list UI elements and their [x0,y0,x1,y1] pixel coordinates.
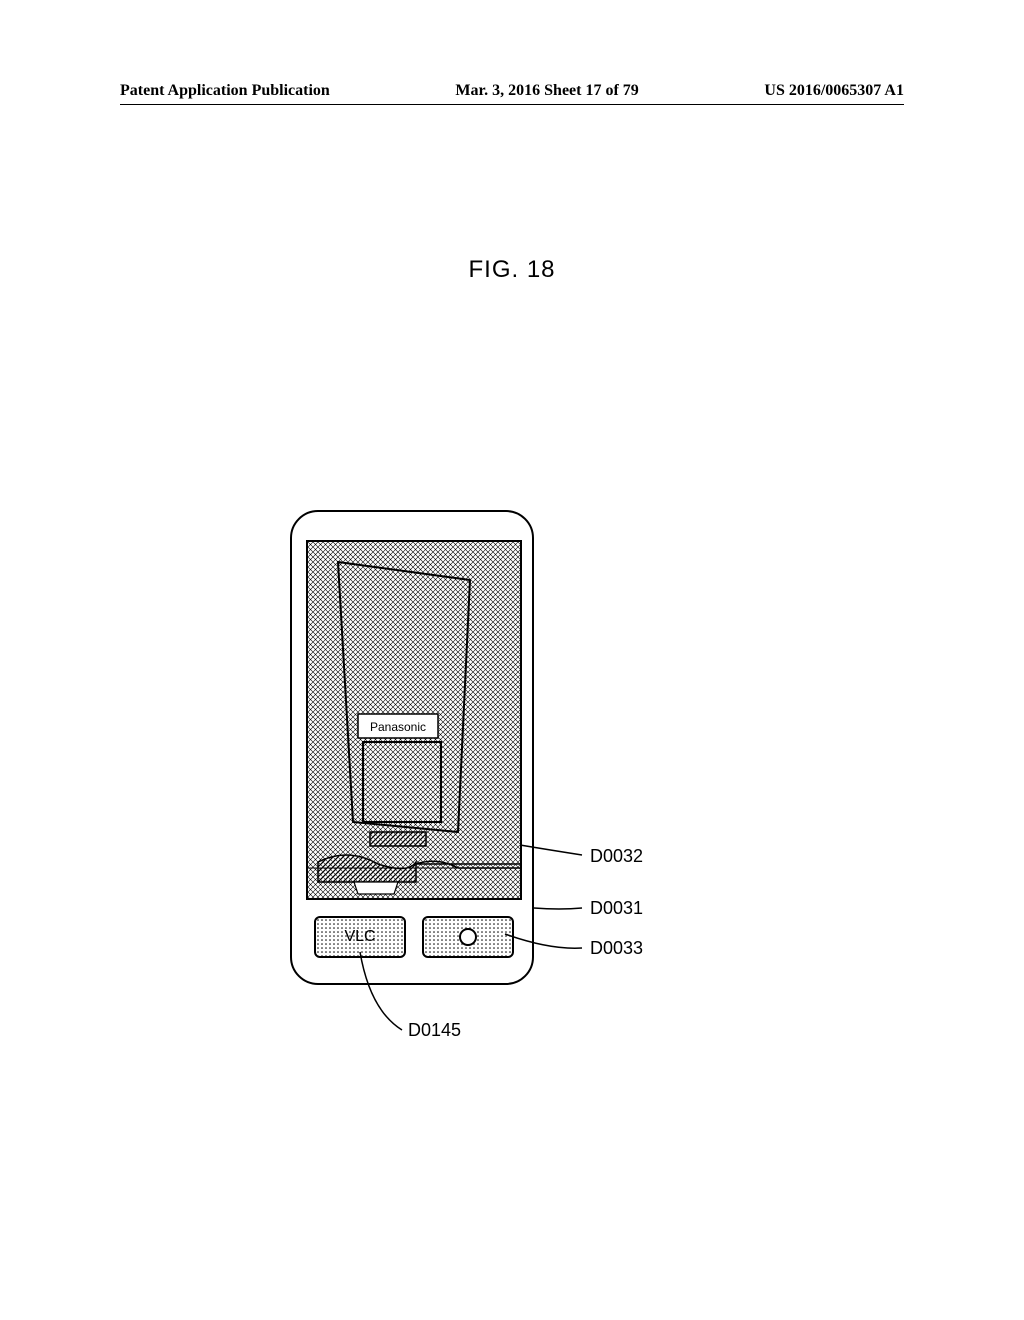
callout-label-shutter: D0033 [590,938,643,959]
ground-plinth [354,882,398,894]
figure-area: Panasonic [290,510,740,1070]
header-pub-number: US 2016/0065307 A1 [764,82,904,100]
header-publication: Patent Application Publication [120,82,330,100]
callout-label-screen: D0032 [590,846,643,867]
callout-label-vlc: D0145 [408,1020,461,1041]
shutter-icon [459,928,477,946]
callout-line-phone [534,908,582,909]
page-header: Patent Application Publication Mar. 3, 2… [0,82,1024,100]
screen-svg: Panasonic [308,542,522,900]
camera-screen: Panasonic [306,540,522,900]
header-date-sheet: Mar. 3, 2016 Sheet 17 of 79 [455,82,638,100]
phone-body: Panasonic [290,510,534,985]
building-base-block [370,832,426,846]
callout-label-phone: D0031 [590,898,643,919]
figure-title: FIG. 18 [0,256,1024,284]
shutter-button[interactable] [422,916,514,958]
vlc-button-label: VLC [344,928,375,946]
header-rule [120,104,904,105]
brand-text: Panasonic [370,720,426,734]
button-row: VLC [306,912,522,962]
vlc-button[interactable]: VLC [314,916,406,958]
